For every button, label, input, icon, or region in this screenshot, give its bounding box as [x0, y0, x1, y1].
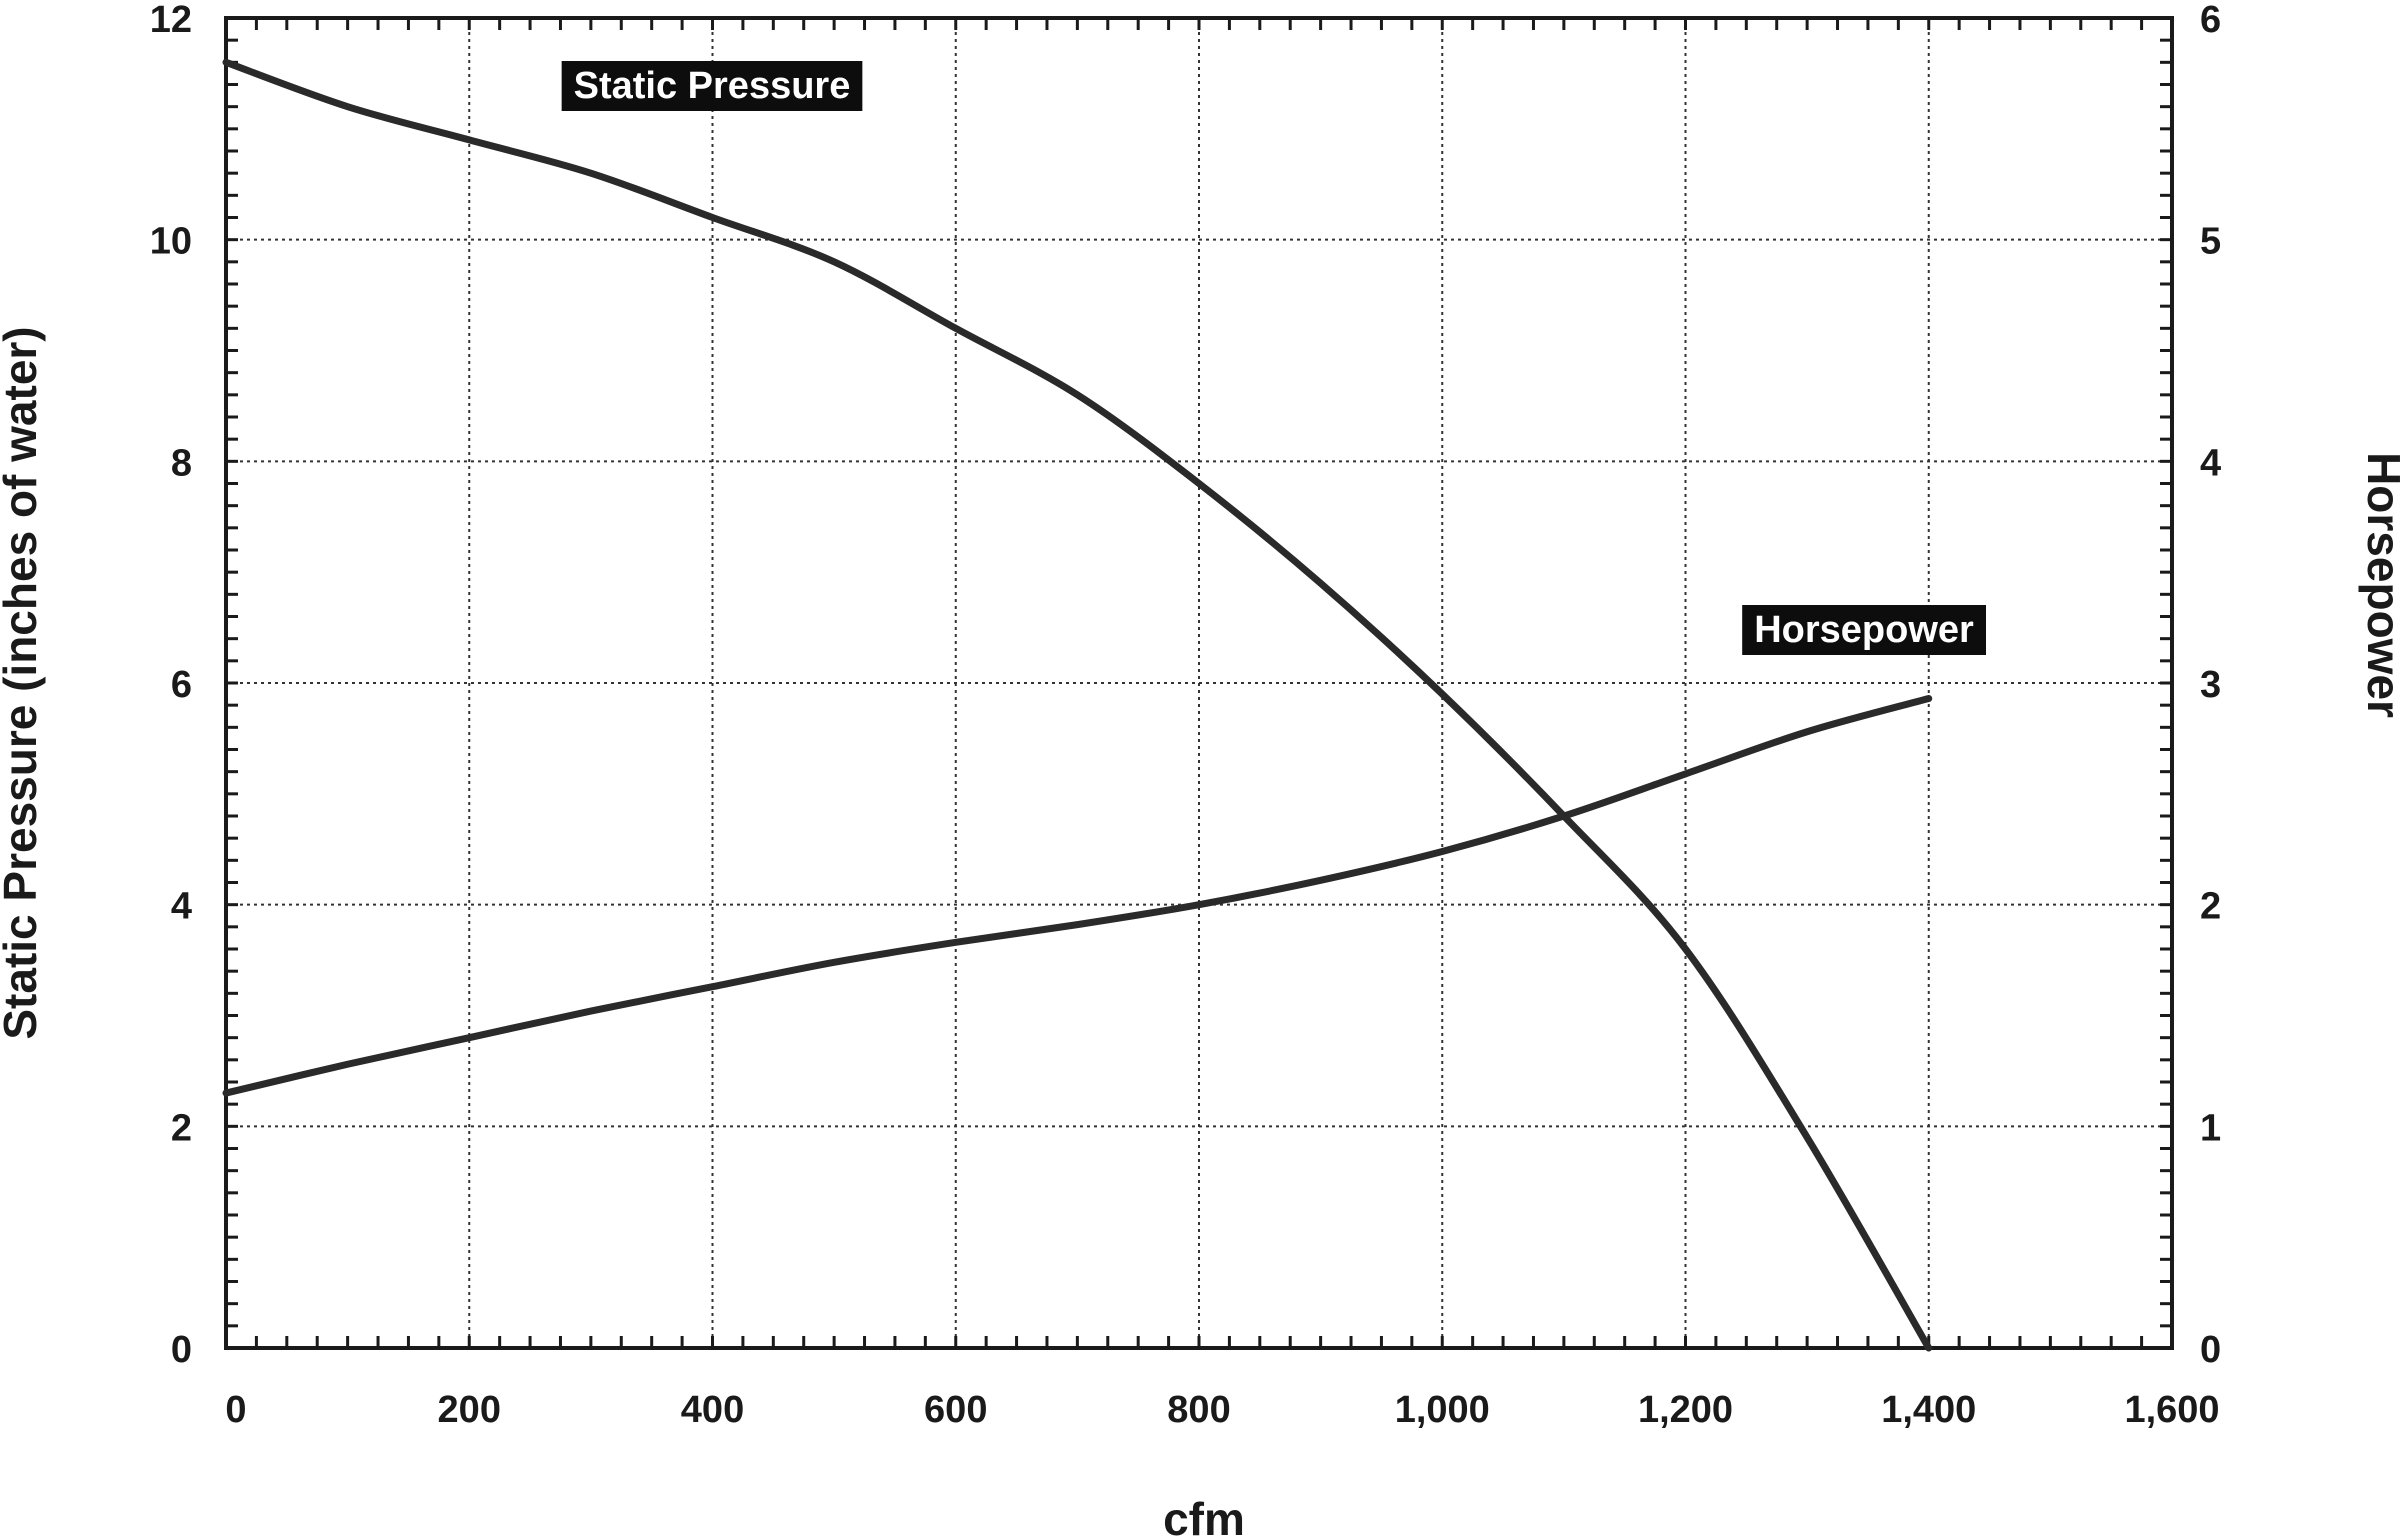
- y2-tick-label: 5: [2200, 221, 2221, 263]
- y-tick-label: 6: [171, 664, 192, 706]
- y2-tick-label: 6: [2200, 0, 2221, 41]
- series-lines: [222, 58, 1933, 1352]
- x-axis-title: cfm: [1163, 1493, 1245, 1540]
- static-pressure-label-bg: [561, 61, 863, 111]
- y-tick-label: 4: [171, 886, 192, 928]
- horsepower-label: Horsepower: [1742, 605, 1987, 655]
- y2-axis-ticks: 0 1 2 3 4 5 6: [2200, 0, 2221, 1371]
- x-tick-label: 1,200: [1638, 1389, 1733, 1431]
- x-axis-ticks: 0 200 400 600 800 1,000 1,200 1,400 1,600: [225, 1389, 2219, 1431]
- static-pressure-line: [222, 58, 1933, 1352]
- horsepower-label-bg: [1742, 605, 1987, 655]
- y2-tick-label: 2: [2200, 886, 2221, 928]
- y2-tick-label: 1: [2200, 1107, 2221, 1149]
- y-axis-title: Static Pressure (inches of water): [0, 326, 46, 1039]
- y-tick-label: 0: [171, 1329, 192, 1371]
- horsepower-label-text: Horsepower: [1754, 609, 1974, 651]
- x-tick-label: 1,000: [1395, 1389, 1490, 1431]
- x-tick-label: 200: [438, 1389, 501, 1431]
- x-tick-label: 1,600: [2124, 1389, 2219, 1431]
- y2-axis-title: Horsepower: [2358, 452, 2402, 718]
- y-tick-label: 8: [171, 442, 192, 484]
- y-tick-label: 10: [150, 221, 192, 263]
- y-axis-ticks: 0 2 4 6 8 10 12: [150, 0, 192, 1371]
- series-labels: Static Pressure Horsepower: [561, 61, 1987, 655]
- x-tick-label: 400: [681, 1389, 744, 1431]
- y-tick-label: 2: [171, 1107, 192, 1149]
- x-tick-label: 600: [924, 1389, 987, 1431]
- grid-lines: [226, 18, 2172, 1348]
- static-pressure-label: Static Pressure: [561, 61, 863, 111]
- horsepower-line: [222, 695, 1933, 1097]
- y2-tick-label: 3: [2200, 664, 2221, 706]
- y2-tick-label: 4: [2200, 442, 2221, 484]
- x-tick-label: 0: [225, 1389, 246, 1431]
- plot-frame: [224, 16, 2174, 1350]
- y2-tick-label: 0: [2200, 1329, 2221, 1371]
- y-tick-label: 12: [150, 0, 192, 41]
- static-pressure-label-text: Static Pressure: [574, 65, 851, 107]
- x-tick-label: 800: [1167, 1389, 1230, 1431]
- x-tick-label: 1,400: [1881, 1389, 1976, 1431]
